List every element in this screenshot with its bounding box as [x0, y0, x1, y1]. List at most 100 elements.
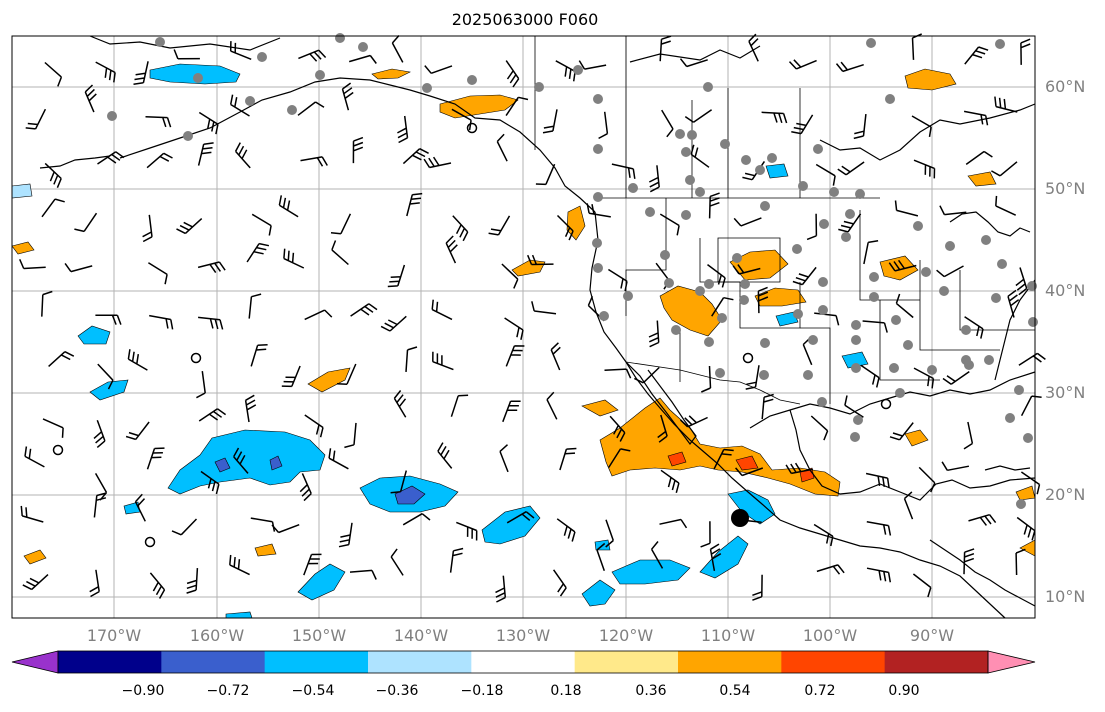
wind-barb — [504, 317, 524, 340]
station-dot — [315, 70, 325, 80]
wind-barb — [810, 415, 829, 441]
wind-barb — [197, 261, 226, 274]
station-dot — [681, 210, 691, 220]
wind-barb — [338, 522, 353, 548]
station-dot — [885, 94, 895, 104]
wind-barb — [278, 195, 299, 218]
station-dot — [981, 235, 991, 245]
wind-barb — [304, 309, 333, 321]
colorbar-outline — [57, 650, 989, 674]
wind-barb — [134, 493, 146, 522]
wind-barb — [838, 213, 862, 233]
wind-barb — [127, 349, 148, 371]
shade-pacific-neg-8 — [581, 579, 616, 607]
wind-barb — [598, 111, 609, 140]
station-dot — [803, 370, 813, 380]
border-us-states-8 — [919, 260, 1000, 351]
wind-barb — [791, 114, 814, 135]
shade-pacific-neg-1-core — [214, 457, 231, 473]
wind-barb — [815, 163, 836, 186]
station-dot — [422, 83, 432, 93]
border-us-states-9 — [959, 270, 1035, 331]
wind-barb — [349, 569, 377, 580]
wind-barb — [608, 448, 631, 468]
border-us-states-10 — [699, 238, 740, 283]
shade-pacific-neg-2-core — [394, 485, 426, 505]
wind-barb — [659, 35, 672, 62]
wind-barb — [690, 144, 710, 168]
wind-barb — [604, 368, 632, 379]
station-dot — [671, 325, 681, 335]
wind-barb — [350, 303, 378, 317]
wind-barb — [303, 553, 322, 576]
station-dot — [851, 320, 861, 330]
station-dot — [767, 153, 777, 163]
wind-barb — [196, 371, 206, 399]
wind-barb — [633, 366, 660, 384]
baja — [625, 361, 697, 445]
wind-barb — [496, 133, 508, 162]
wind-barb — [679, 415, 708, 428]
wind-barb — [745, 365, 760, 390]
wind-barb — [251, 213, 272, 236]
wind-barb — [1020, 395, 1042, 417]
station-dot — [891, 315, 901, 325]
wind-barb — [860, 364, 880, 388]
colorbar-extend-min — [11, 650, 59, 674]
wind-barb — [1020, 38, 1031, 65]
wind-barb — [48, 351, 75, 367]
station-dot — [593, 94, 603, 104]
station-dot — [703, 82, 713, 92]
station-dot — [903, 340, 913, 350]
station-dot — [1005, 413, 1015, 423]
caribbean-islands — [984, 465, 1031, 471]
station-dot — [851, 363, 861, 373]
calm-circle — [742, 352, 754, 364]
shade-pacific-neg-10 — [77, 325, 111, 345]
calm-circle — [880, 398, 892, 410]
wind-barb — [942, 370, 970, 385]
station-dot — [895, 388, 905, 398]
station-dot — [818, 305, 828, 315]
wind-barb — [397, 115, 409, 144]
wind-barb — [283, 248, 305, 269]
wind-barb — [501, 263, 519, 289]
wind-barb — [297, 101, 325, 116]
station-dot — [997, 259, 1007, 269]
wind-barb — [550, 342, 561, 371]
wind-barb — [406, 192, 423, 217]
border-us-states-6 — [859, 210, 920, 301]
station-dot — [720, 139, 730, 149]
wind-barb — [866, 521, 892, 536]
wind-barb — [22, 574, 49, 591]
wind-barb — [1007, 289, 1020, 318]
shade-light-neg-4 — [775, 311, 799, 327]
wind-barb — [244, 394, 257, 423]
wind-barb — [229, 41, 252, 60]
wind-barb — [556, 214, 574, 241]
station-dot — [853, 415, 863, 425]
wind-barb — [456, 521, 478, 541]
border-us-states-2 — [717, 237, 781, 283]
wind-barb — [74, 212, 98, 233]
wind-barb — [499, 444, 509, 473]
wind-barb — [186, 568, 199, 594]
station-dot — [741, 155, 751, 165]
wind-barb — [505, 60, 520, 88]
station-dot — [866, 38, 876, 48]
wind-barbs — [19, 33, 1046, 603]
wind-barb — [964, 316, 984, 339]
wind-barb — [752, 574, 763, 601]
lon-label-150: 150°W — [291, 626, 347, 645]
wind-barb — [542, 109, 558, 134]
wind-barb — [505, 345, 525, 367]
wind-barb — [609, 415, 626, 442]
lat-label-20: 20°N — [1045, 485, 1086, 504]
lon-label-170: 170°W — [86, 626, 142, 645]
coastlines — [39, 35, 1036, 619]
colorbar-tick: −0.54 — [291, 683, 335, 699]
wind-barb — [903, 491, 914, 520]
wind-barb — [757, 286, 769, 314]
shade-pacific-neg-6 — [699, 535, 749, 579]
shade-pacific-pos-5 — [566, 205, 586, 241]
